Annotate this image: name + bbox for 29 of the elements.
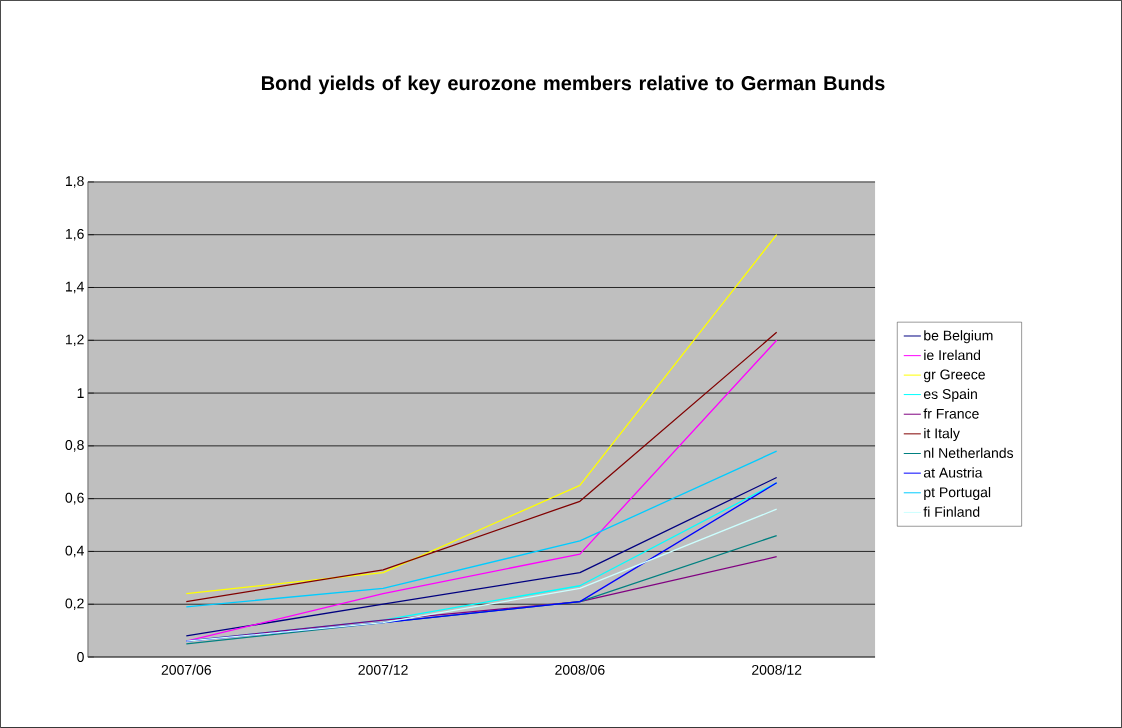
y-tick-label: 1,8 xyxy=(65,176,84,188)
legend-label: fi Finland xyxy=(923,506,980,517)
line-series xyxy=(185,331,778,603)
legend-label: fr France xyxy=(923,408,979,419)
legend-label: at Austria xyxy=(923,467,983,478)
y-tick-label: 1,4 xyxy=(65,281,84,294)
legend-label: be Belgium xyxy=(924,330,993,344)
y-tick-label: 0,2 xyxy=(65,598,84,611)
legend-label: ie Ireland xyxy=(924,349,981,361)
legend-label: gr Greece xyxy=(923,369,985,383)
x-tick-label: 2007/06 xyxy=(161,664,211,675)
line-series xyxy=(185,508,778,642)
y-tick-label: 0,6 xyxy=(65,492,84,505)
line-series xyxy=(185,234,778,595)
y-tick-label: 1,2 xyxy=(65,334,84,347)
x-tick-label: 2008/12 xyxy=(752,664,802,675)
legend-label: it Italy xyxy=(924,428,960,442)
y-tick-label: 1,6 xyxy=(65,228,84,241)
legend-label: pt Portugal xyxy=(924,487,991,501)
line-series xyxy=(185,450,778,608)
legend-label: nl Netherlands xyxy=(924,447,1014,458)
y-tick-label: 0 xyxy=(77,652,84,662)
x-tick-label: 2008/06 xyxy=(555,664,605,675)
legend-label: es Spain xyxy=(923,388,977,402)
y-tick-label: 0,4 xyxy=(65,545,84,558)
x-tick-label: 2007/12 xyxy=(358,664,408,675)
chart-title: Bond yields of key eurozone members relative to German Bunds xyxy=(261,75,885,95)
y-tick-label: 1 xyxy=(77,388,84,398)
y-tick-label: 0,8 xyxy=(65,440,84,452)
